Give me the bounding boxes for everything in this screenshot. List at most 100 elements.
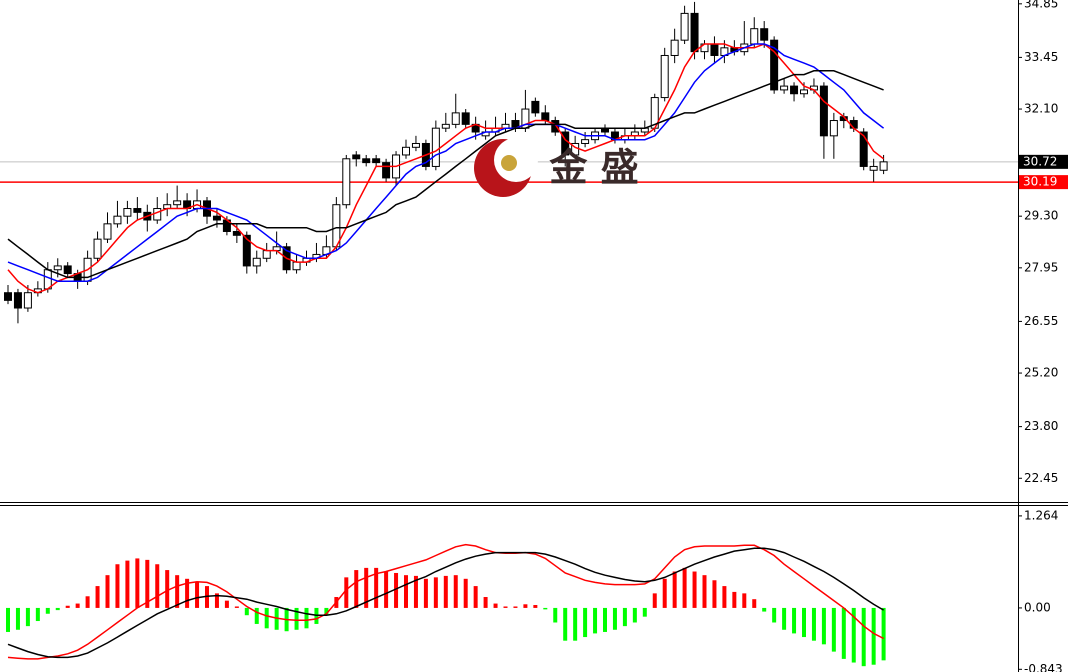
histogram-bar xyxy=(95,586,100,608)
candle-body xyxy=(402,146,410,156)
candle-body xyxy=(13,292,22,309)
histogram-bar xyxy=(135,558,140,608)
histogram-bar xyxy=(752,599,757,608)
histogram-bar xyxy=(573,607,578,641)
candle-body xyxy=(680,12,689,41)
histogram-bar xyxy=(712,580,717,608)
y-tick-label: 32.10 xyxy=(1024,102,1058,116)
candle-body xyxy=(790,85,799,95)
histogram-bar xyxy=(155,564,160,608)
candle-body xyxy=(123,208,132,217)
candle-body xyxy=(750,28,759,45)
candle-body xyxy=(232,230,241,236)
candle-body xyxy=(212,215,221,221)
candle-body xyxy=(819,85,828,137)
histogram-bar xyxy=(234,606,239,608)
y-tick-label: 0.00 xyxy=(1024,600,1051,614)
price-label-box xyxy=(1019,154,1068,169)
candle-body xyxy=(252,257,261,267)
y-tick-label: 34.85 xyxy=(1024,0,1058,10)
candle-body xyxy=(242,234,251,267)
histogram-bar xyxy=(354,570,359,608)
histogram-bar xyxy=(662,578,667,608)
candle-body xyxy=(859,131,868,167)
y-tick-label: 33.45 xyxy=(1024,50,1058,64)
y-tick-label: 29.30 xyxy=(1024,209,1058,223)
candle-body xyxy=(43,269,52,290)
histogram-bar xyxy=(473,586,478,608)
histogram-bar xyxy=(394,572,399,608)
candle-body xyxy=(551,120,560,133)
candle-body xyxy=(372,158,381,164)
histogram-bar xyxy=(195,582,200,608)
candle-body xyxy=(710,43,719,56)
histogram-bar xyxy=(772,607,777,623)
y-tick-label: 25.20 xyxy=(1024,366,1058,380)
histogram-bar xyxy=(433,577,438,608)
candle-body xyxy=(153,208,162,221)
candle-body xyxy=(869,165,878,171)
histogram-bar xyxy=(423,578,428,608)
candle-body xyxy=(541,112,550,122)
histogram-bar xyxy=(553,607,558,623)
y-tick-label: 23.80 xyxy=(1024,419,1058,433)
histogram-bar xyxy=(831,607,836,652)
histogram-bar xyxy=(682,567,687,608)
candle-body xyxy=(561,131,570,156)
candle-body xyxy=(780,85,789,91)
histogram-bar xyxy=(881,607,886,661)
histogram-bar xyxy=(55,607,60,611)
histogram-bar xyxy=(811,607,816,641)
histogram-bar xyxy=(125,560,130,608)
y-tick-label: 22.45 xyxy=(1024,471,1058,485)
histogram-bar xyxy=(85,596,90,608)
histogram-bar xyxy=(224,600,229,608)
candle-body xyxy=(800,89,808,95)
y-tick-label: 27.95 xyxy=(1024,260,1058,274)
candle-body xyxy=(581,139,590,144)
histogram-bar xyxy=(15,607,20,630)
histogram-bar xyxy=(792,607,797,634)
histogram-bar xyxy=(244,607,249,616)
candle-body xyxy=(411,142,420,148)
histogram-bar xyxy=(672,571,677,608)
histogram-bar xyxy=(384,571,389,608)
candle-body xyxy=(879,161,888,171)
histogram-bar xyxy=(483,597,488,608)
candle-body xyxy=(451,112,460,125)
indicator-line xyxy=(7,547,884,659)
histogram-bar xyxy=(702,575,707,608)
histogram-bar xyxy=(175,575,180,608)
candle-body xyxy=(352,154,361,160)
histogram-bar xyxy=(632,607,637,623)
histogram-bar xyxy=(264,607,269,629)
histogram-bar xyxy=(692,571,697,608)
candle-body xyxy=(23,292,32,309)
histogram-bar xyxy=(603,607,607,632)
candle-body xyxy=(382,162,391,179)
indicator-line xyxy=(7,43,885,282)
histogram-bar xyxy=(165,570,170,608)
histogram-bar xyxy=(25,607,30,627)
histogram-bar xyxy=(404,575,408,608)
candle-body xyxy=(133,208,142,213)
histogram-bar xyxy=(75,603,80,608)
histogram-bar xyxy=(782,607,787,630)
histogram-bar xyxy=(413,575,418,608)
histogram-bar xyxy=(145,559,150,608)
histogram-bar xyxy=(344,577,349,608)
histogram-bar xyxy=(543,607,548,610)
histogram-bar xyxy=(35,607,40,622)
histogram-bar xyxy=(453,575,458,608)
candle-body xyxy=(262,250,271,259)
candle-body xyxy=(670,39,679,56)
histogram-bar xyxy=(841,607,846,659)
candle-body xyxy=(63,265,72,275)
candle-body xyxy=(173,200,182,206)
candle-body xyxy=(292,261,301,271)
histogram-bar xyxy=(65,605,70,608)
histogram-bar xyxy=(583,607,588,638)
histogram-bar xyxy=(374,567,379,608)
histogram-bar xyxy=(722,586,727,608)
candle-body xyxy=(829,120,838,137)
